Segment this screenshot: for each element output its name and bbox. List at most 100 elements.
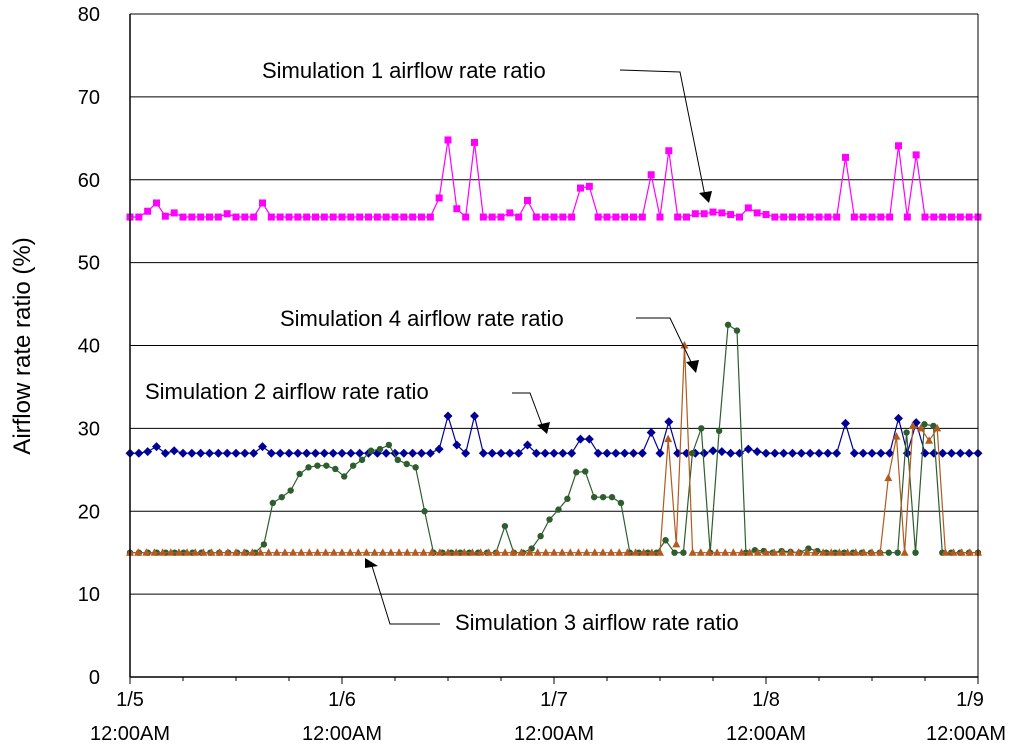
series-3-point <box>876 548 885 556</box>
series-2-point <box>240 448 250 458</box>
series-2-point <box>761 448 771 458</box>
series-2-point <box>858 448 868 458</box>
series-1-point <box>691 210 699 218</box>
series-1-point <box>373 213 381 221</box>
series-2-point <box>708 446 718 456</box>
series-2-point <box>134 448 144 458</box>
series-3-point <box>280 548 289 556</box>
series-1-point <box>170 209 178 217</box>
series-2-point <box>699 448 709 458</box>
series-1-point <box>868 213 876 221</box>
x-tick-label-date-3: 1/8 <box>752 689 780 711</box>
series-3-point <box>827 548 836 556</box>
annotation-sim4-leader <box>636 317 693 365</box>
series-4-point <box>903 429 910 436</box>
series-1-point <box>753 209 761 217</box>
series-3-point <box>517 548 526 556</box>
series-1-point <box>815 213 823 221</box>
series-3-point <box>753 548 762 556</box>
series-1-point <box>744 204 752 212</box>
series-4-point <box>912 549 919 556</box>
series-1-point <box>939 213 947 221</box>
annotation-sim1-text: Simulation 1 airflow rate ratio <box>262 58 546 83</box>
series-1-point <box>762 211 770 219</box>
annotation-sim1: Simulation 1 airflow rate ratio <box>262 58 712 203</box>
series-4-point <box>296 470 303 478</box>
series-1-point <box>718 209 726 217</box>
series-1-point <box>585 182 593 190</box>
series-2-point <box>955 448 965 458</box>
series-2-point <box>964 448 974 458</box>
series-3-point <box>460 548 469 556</box>
y-tick-label-0: 0 <box>89 667 100 689</box>
series-1-point <box>488 213 496 221</box>
series-3-point <box>688 548 697 556</box>
series-4-point <box>921 421 928 428</box>
series-2-point <box>805 448 815 458</box>
x-tick-label-time-1: 12:00AM <box>302 723 382 745</box>
annotation-sim2-leader <box>512 392 543 426</box>
series-4-point <box>573 469 580 476</box>
series-3-point <box>623 548 632 556</box>
series-3-point <box>509 548 518 556</box>
series-3-point <box>737 548 746 556</box>
series-1-point <box>850 213 858 221</box>
series-1-point <box>267 213 275 221</box>
series-1-point <box>859 213 867 221</box>
series-3-point <box>664 434 673 443</box>
series-3-point <box>150 548 159 556</box>
series-2-point <box>726 448 736 458</box>
series-2-point <box>337 448 347 458</box>
series-1-point <box>232 213 240 221</box>
series-1-point <box>665 147 673 155</box>
series-1-point <box>965 213 973 221</box>
series-3-point <box>533 548 542 556</box>
series-1-point <box>206 213 213 221</box>
series-1-point <box>312 213 319 221</box>
series-2-point <box>832 448 842 458</box>
series-1-point <box>303 213 311 221</box>
series-3-point <box>444 548 452 556</box>
series-2-point <box>602 448 612 458</box>
series-3-point <box>338 548 346 556</box>
series-1-point <box>621 213 629 221</box>
series-2-point <box>275 448 285 458</box>
series-3-point <box>582 548 591 556</box>
series-3-point <box>289 548 298 556</box>
x-tick-label-date-4: 1/9 <box>956 689 984 711</box>
series-1-point <box>903 213 911 221</box>
annotation-sim4-arrowhead <box>686 360 699 373</box>
series-4-point <box>367 447 375 454</box>
series-1-point <box>144 207 152 215</box>
series-2-point <box>311 448 320 458</box>
series-1-point <box>806 213 814 221</box>
annotation-sim1-leader <box>619 69 706 197</box>
series-2 <box>125 411 983 458</box>
series-2-point <box>620 448 630 458</box>
series-3-point <box>884 473 893 482</box>
series-3-point <box>142 548 151 556</box>
series-2-point <box>849 448 859 458</box>
series-2-point <box>735 448 744 458</box>
series-1-point <box>135 213 143 221</box>
annotation-sim3: Simulation 3 airflow rate ratio <box>365 558 739 635</box>
series-3-point <box>313 548 322 556</box>
series-3-point <box>949 548 958 556</box>
series-2-point <box>637 448 647 458</box>
series-3-point <box>134 548 143 556</box>
series-2-point <box>319 448 329 458</box>
series-4-point <box>394 456 401 464</box>
series-4-point <box>278 493 285 501</box>
series-3-point <box>484 548 493 556</box>
series-1-point <box>285 213 293 221</box>
series-2-point <box>673 448 683 458</box>
series-1-point <box>886 213 894 221</box>
series-2-point <box>549 448 559 458</box>
series-2-point <box>152 442 161 452</box>
series-2-point <box>355 448 365 458</box>
x-tick-label-time-3: 12:00AM <box>726 723 806 745</box>
series-2-point <box>523 440 532 450</box>
series-4-point <box>501 522 509 530</box>
series-3-point <box>590 548 599 556</box>
y-tick-label-20: 20 <box>78 501 100 523</box>
